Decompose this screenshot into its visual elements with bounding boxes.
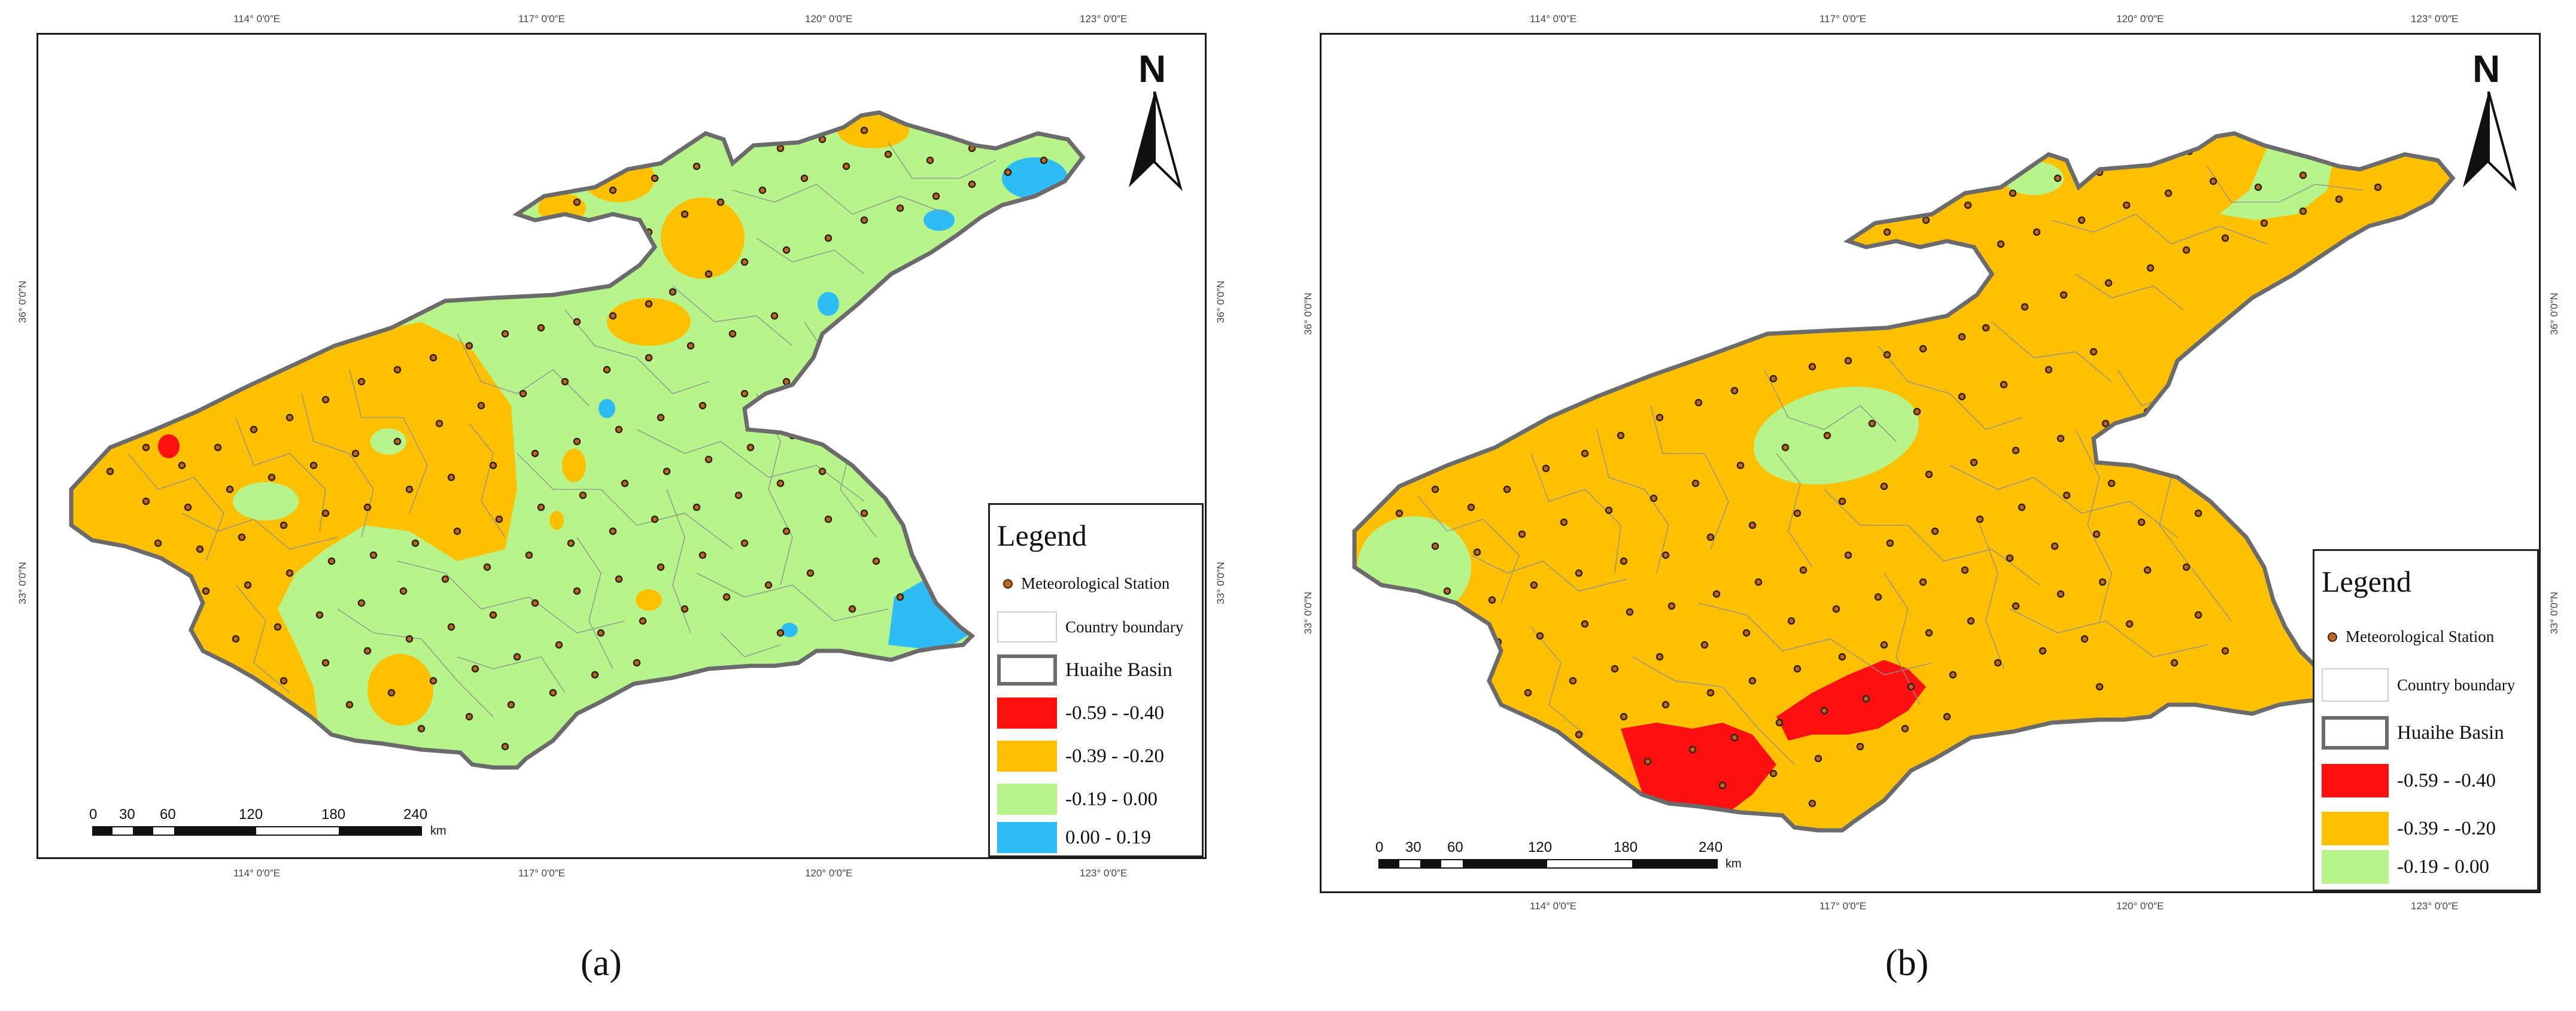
lon-tick-label: 123° 0′0″E	[1080, 867, 1128, 879]
class-swatch	[2322, 850, 2389, 884]
scale-tick: 180	[321, 806, 346, 823]
lon-tick-label: 120° 0′0″E	[805, 13, 853, 25]
lon-tick-label: 114° 0′0″E	[1530, 13, 1577, 25]
basin-boundary-swatch	[2322, 716, 2389, 750]
country-boundary-swatch	[997, 611, 1057, 642]
class-label: -0.19 - 0.00	[2397, 855, 2489, 878]
lon-tick-label: 123° 0′0″E	[2411, 900, 2459, 912]
scale-tick: 240	[1699, 839, 1723, 855]
north-label: N	[1138, 47, 1167, 90]
class-swatch	[2322, 812, 2389, 845]
scale-tick: 30	[119, 806, 135, 823]
scale-tick: 60	[1447, 839, 1463, 855]
legend-country-label: Country boundary	[2397, 675, 2516, 694]
legend-country-label: Country boundary	[1065, 617, 1184, 636]
lat-tick-label: 33° 0′0″N	[2548, 592, 2560, 634]
legend-panel: Legend Meteorological Station Country bo…	[988, 503, 1204, 857]
scale-unit: km	[1726, 857, 1742, 870]
lon-tick-label: 123° 0′0″E	[1080, 13, 1128, 25]
legend-class-row: -0.59 - -0.40	[997, 698, 1164, 729]
legend-class-row: -0.19 - 0.00	[997, 784, 1158, 815]
lat-tick-label: 33° 0′0″N	[1302, 592, 1314, 634]
huaihe-basin-map-b	[1322, 35, 2539, 891]
legend-basin-label: Huaihe Basin	[2397, 721, 2504, 744]
scale-bar: 0 30 60 120 180 240 km	[89, 806, 508, 848]
legend-class-row: 0.00 - 0.19	[997, 822, 1151, 853]
scale-tick: 120	[1528, 839, 1553, 855]
scale-unit: km	[430, 824, 446, 838]
scale-tick: 180	[1614, 839, 1638, 855]
legend-panel: Legend Meteorological Station Country bo…	[2313, 549, 2539, 891]
legend-station-label: Meteorological Station	[2346, 628, 2495, 645]
legend-basin-label: Huaihe Basin	[1065, 659, 1172, 681]
lon-tick-label: 114° 0′0″E	[1530, 900, 1577, 912]
scale-tick: 240	[403, 806, 428, 823]
legend-basin-row: Huaihe Basin	[2322, 716, 2504, 750]
scale-tick: 30	[1405, 839, 1421, 855]
lat-tick-label: 36° 0′0″N	[17, 281, 28, 323]
legend-class-row: -0.59 - -0.40	[2322, 764, 2496, 797]
class-swatch	[997, 741, 1057, 772]
lat-tick-label: 33° 0′0″N	[17, 562, 28, 604]
legend-class-row: -0.39 - -0.20	[2322, 812, 2496, 845]
station-dot-icon	[2328, 632, 2337, 642]
scale-bar-graphic	[1378, 859, 1718, 869]
legend-title: Legend	[997, 519, 1087, 552]
lat-tick-label: 33° 0′0″N	[1215, 562, 1226, 604]
legend-class-row: -0.39 - -0.20	[997, 741, 1164, 772]
class-label: -0.59 - -0.40	[2397, 769, 2496, 791]
legend-station-row: Meteorological Station	[995, 574, 1169, 593]
lon-tick-label: 120° 0′0″E	[2116, 900, 2164, 912]
lat-tick-label: 36° 0′0″N	[1302, 293, 1314, 335]
legend-station-label: Meteorological Station	[1021, 574, 1170, 592]
legend-class-row: -0.19 - 0.00	[2322, 850, 2489, 884]
legend-basin-row: Huaihe Basin	[997, 654, 1172, 686]
map-panel-b: N 0 30 60 120 180 240 km Legend Meteorol…	[1320, 33, 2541, 893]
class-swatch	[2322, 764, 2389, 797]
lon-tick-label: 114° 0′0″E	[233, 13, 281, 25]
scale-tick: 60	[160, 806, 176, 823]
class-swatch	[997, 698, 1057, 729]
north-arrow-icon: N	[2456, 47, 2522, 202]
lon-tick-label: 117° 0′0″E	[518, 13, 566, 25]
scale-tick: 120	[239, 806, 263, 823]
lon-tick-label: 123° 0′0″E	[2411, 13, 2459, 25]
class-swatch	[997, 822, 1057, 853]
panel-label-b: (b)	[1885, 943, 1929, 983]
legend-country-row: Country boundary	[997, 611, 1183, 642]
north-arrow-icon: N	[1122, 47, 1187, 202]
class-label: -0.39 - -0.20	[1065, 745, 1164, 767]
scale-bar-graphic	[92, 826, 422, 836]
class-label: -0.59 - -0.40	[1065, 702, 1164, 724]
class-label: -0.39 - -0.20	[2397, 817, 2496, 839]
map-panel-a: N 0 30 60 120 180 240 km Legend Meteorol…	[37, 33, 1207, 859]
panel-label-a: (a)	[581, 943, 622, 983]
north-label: N	[2472, 47, 2501, 90]
lon-tick-label: 114° 0′0″E	[233, 867, 281, 879]
lon-tick-label: 117° 0′0″E	[1819, 900, 1867, 912]
lon-tick-label: 120° 0′0″E	[2116, 13, 2164, 25]
class-label: 0.00 - 0.19	[1065, 826, 1151, 848]
lon-tick-label: 117° 0′0″E	[1819, 13, 1867, 25]
lon-tick-label: 117° 0′0″E	[518, 867, 566, 879]
north-arrow-shape	[2463, 92, 2517, 191]
north-arrow-shape	[1129, 92, 1183, 191]
lat-tick-label: 36° 0′0″N	[2548, 293, 2560, 335]
scale-tick: 0	[1375, 839, 1384, 855]
huaihe-basin-map-a	[38, 35, 1205, 857]
lon-tick-label: 120° 0′0″E	[805, 867, 853, 879]
station-dot-icon	[1003, 578, 1013, 589]
legend-country-row: Country boundary	[2322, 668, 2515, 702]
class-swatch	[997, 784, 1057, 815]
lat-tick-label: 36° 0′0″N	[1215, 281, 1226, 323]
legend-station-row: Meteorological Station	[2319, 628, 2494, 646]
scale-tick: 0	[89, 806, 98, 823]
scale-bar: 0 30 60 120 180 240 km	[1375, 839, 1794, 881]
basin-boundary-swatch	[997, 654, 1057, 686]
legend-title: Legend	[2322, 565, 2411, 598]
class-label: -0.19 - 0.00	[1065, 788, 1158, 810]
country-boundary-swatch	[2322, 668, 2389, 702]
